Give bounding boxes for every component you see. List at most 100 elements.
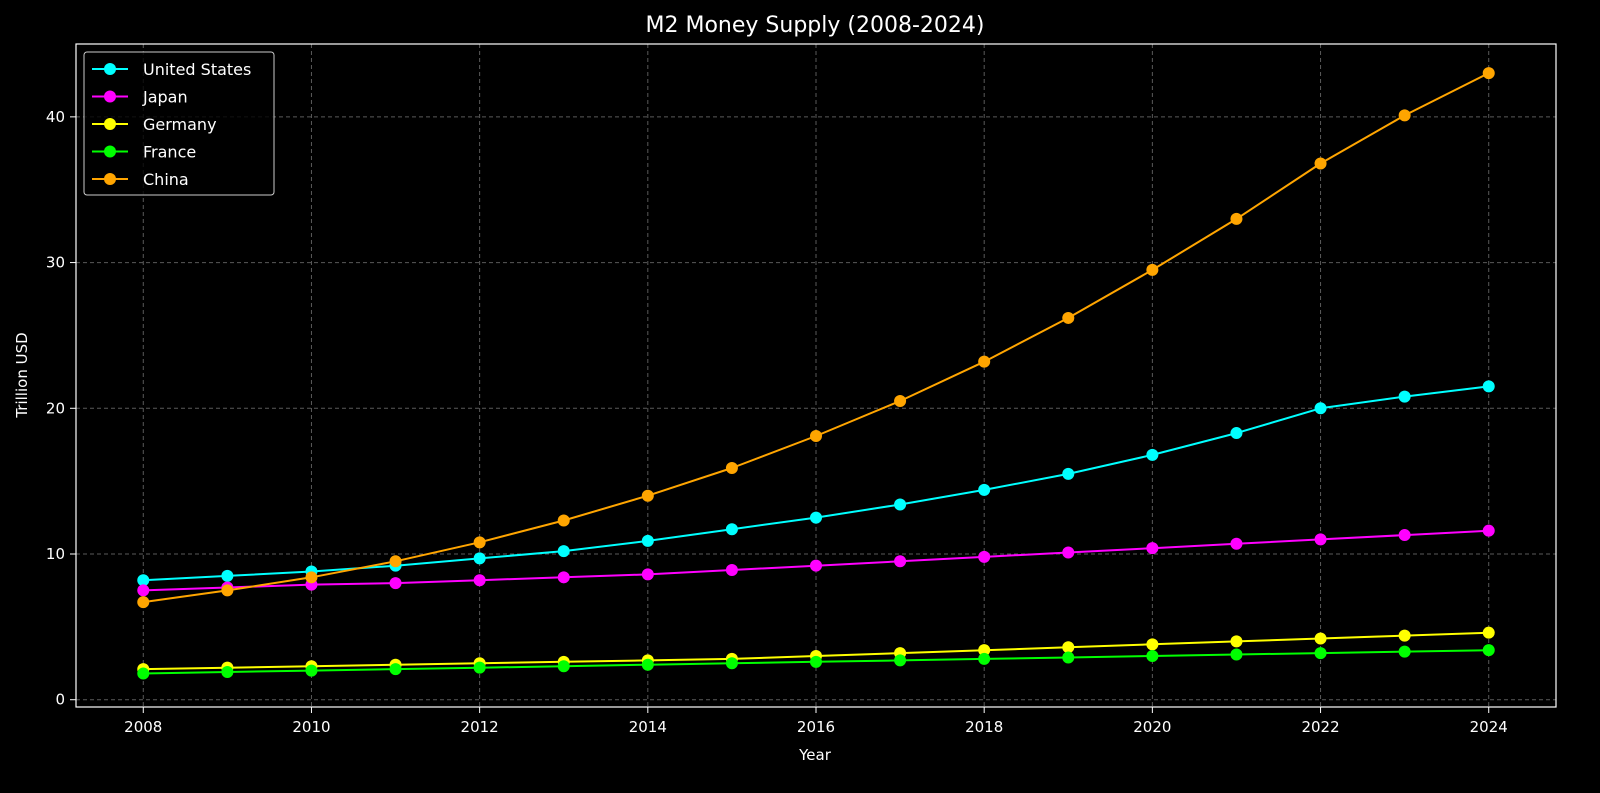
legend-marker-france [104,145,116,158]
data-point-china [725,462,738,475]
data-point-germany [978,644,991,657]
data-point-japan [641,568,654,581]
data-point-france [473,661,486,674]
data-point-united-states [137,574,150,587]
data-point-china [389,555,402,568]
data-point-japan [557,571,570,584]
grid-layer [76,44,1556,707]
series-layer [137,67,1495,680]
series-france [137,644,1495,680]
legend-marker-germany [104,118,116,130]
data-point-united-states [978,483,991,496]
data-point-united-states [1398,390,1411,403]
legend-label-china: China [143,170,189,189]
x-tick-label: 2012 [461,718,499,736]
data-point-united-states [473,552,486,565]
data-point-france [137,667,150,680]
legend-marker-united-states [104,63,116,75]
data-point-japan [978,550,991,563]
data-point-china [557,514,570,527]
x-tick-label: 2008 [124,718,162,736]
data-point-japan [473,574,486,587]
legend-item-france: France [92,143,196,162]
data-point-china [1062,311,1075,324]
y-tick-label: 10 [46,545,65,563]
data-point-china [978,355,991,368]
series-china [137,67,1495,609]
data-point-china [1398,109,1411,122]
data-point-china [137,596,150,609]
series-japan [137,524,1495,597]
y-tick-label: 40 [46,108,65,126]
y-axis-label: Trillion USD [13,332,31,418]
data-point-united-states [894,498,907,511]
data-point-china [1314,157,1327,170]
legend-marker-china [104,173,116,185]
data-point-united-states [1314,402,1327,415]
data-point-france [894,654,907,667]
data-point-united-states [810,511,822,524]
legend-item-china: China [92,170,189,189]
legend-label-germany: Germany [143,115,217,134]
data-point-france [1398,645,1411,658]
x-tick-label: 2014 [629,718,667,736]
data-point-france [557,660,570,673]
data-point-china [1146,263,1159,276]
data-point-france [1062,651,1075,664]
legend-items: United States Japan Germany France China [92,60,251,189]
data-point-china [810,429,822,442]
y-tick-label: 30 [46,254,65,272]
y-tick-label: 0 [55,691,65,709]
data-point-united-states [1230,427,1243,440]
data-point-germany [1230,635,1243,648]
data-point-united-states [1062,467,1075,480]
data-point-germany [1146,638,1159,651]
data-point-france [1230,648,1243,661]
data-point-japan [894,555,907,568]
data-point-japan [810,559,822,572]
data-point-france [221,666,234,679]
chart-title: M2 Money Supply (2008-2024) [646,13,985,38]
y-tick-label: 20 [46,399,65,417]
legend-label-japan: Japan [142,88,188,107]
data-point-china [641,489,654,502]
data-point-united-states [1482,380,1495,393]
data-point-france [641,658,654,671]
data-point-japan [1314,533,1327,546]
data-point-france [389,663,402,676]
legend-label-france: France [143,143,196,162]
data-point-china [221,584,234,597]
legend-label-united-states: United States [143,60,251,79]
data-point-germany [1398,629,1411,642]
data-point-germany [1314,632,1327,645]
data-point-japan [1062,546,1075,559]
data-point-china [1482,67,1495,80]
legend-box [83,51,275,196]
data-point-japan [137,584,150,597]
data-point-france [1146,650,1159,662]
x-tick-label: 2018 [965,718,1003,736]
data-point-china [894,395,907,407]
data-point-china [1230,212,1243,225]
legend-item-united-states: United States [92,60,251,79]
data-point-japan [389,577,402,590]
x-axis-ticks: 2008 2010 2012 2014 2016 2018 2020 2022 2024 [124,707,1508,736]
data-point-france [1314,647,1327,660]
legend-marker-japan [104,90,116,103]
x-tick-label: 2010 [292,718,330,736]
data-point-china [473,536,486,549]
data-point-japan [1482,524,1495,537]
data-point-japan [725,564,738,577]
x-tick-label: 2020 [1133,718,1171,736]
data-point-germany [1062,641,1075,654]
data-point-united-states [641,534,654,547]
y-axis-ticks: 0 10 20 30 40 [46,108,76,709]
data-point-france [1482,644,1495,657]
data-point-japan [1146,542,1159,555]
x-tick-label: 2016 [797,718,835,736]
x-tick-label: 2024 [1470,718,1508,736]
x-axis-label: Year [798,746,832,764]
x-tick-label: 2022 [1301,718,1339,736]
